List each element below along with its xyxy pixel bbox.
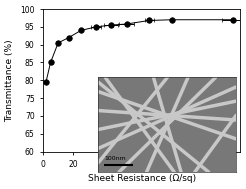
Y-axis label: Transmittance (%): Transmittance (%): [6, 39, 15, 122]
X-axis label: Sheet Resistance (Ω/sq): Sheet Resistance (Ω/sq): [88, 174, 196, 184]
Text: 100nm: 100nm: [104, 156, 126, 161]
